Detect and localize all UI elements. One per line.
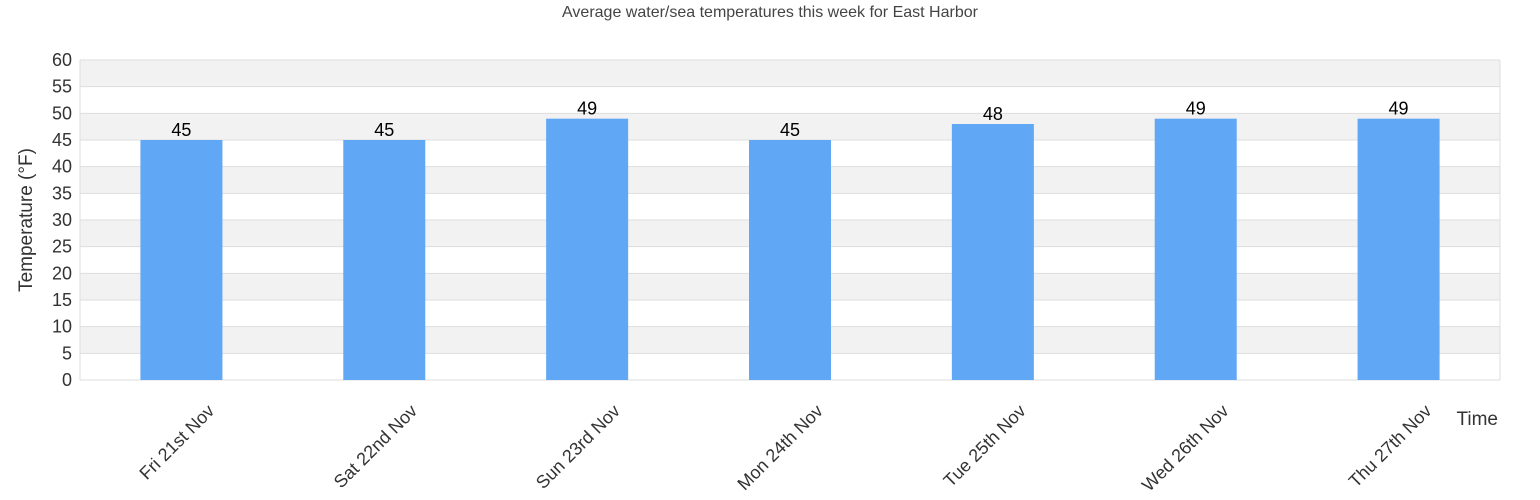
x-tick-label: Sun 23rd Nov — [532, 401, 624, 493]
y-tick-label: 25 — [52, 237, 72, 257]
data-label: 49 — [1389, 99, 1409, 119]
bar — [951, 124, 1034, 380]
y-axis-title: Temperature (°F) — [16, 148, 37, 292]
data-label: 49 — [1186, 99, 1206, 119]
bars — [140, 118, 1440, 381]
y-tick-label: 55 — [52, 77, 72, 97]
bar — [1357, 118, 1440, 381]
y-tick-label: 15 — [52, 290, 72, 310]
y-tick-label: 40 — [52, 157, 72, 177]
bar — [749, 140, 831, 380]
x-tick-label: Mon 24th Nov — [733, 401, 826, 494]
y-tick-label: 0 — [62, 370, 72, 390]
x-tick-label: Sat 22nd Nov — [330, 401, 421, 492]
bar — [1154, 118, 1237, 381]
y-axis-ticks: 0 5 10 15 20 25 30 35 40 45 50 55 60 — [52, 50, 72, 390]
data-label: 49 — [577, 99, 597, 119]
bar — [546, 118, 629, 381]
y-tick-label: 50 — [52, 103, 72, 123]
bar — [140, 140, 223, 380]
bar — [343, 140, 426, 380]
y-tick-label: 20 — [52, 263, 72, 283]
y-tick-label: 5 — [62, 343, 72, 363]
data-label: 48 — [983, 104, 1003, 124]
data-label: 45 — [171, 120, 191, 140]
y-tick-label: 60 — [52, 50, 72, 70]
y-tick-label: 45 — [52, 130, 72, 150]
x-tick-label: Thu 27th Nov — [1345, 401, 1436, 492]
data-label: 45 — [374, 120, 394, 140]
grid-band — [80, 60, 1500, 87]
x-tick-label: Fri 21st Nov — [136, 401, 219, 484]
y-tick-label: 35 — [52, 183, 72, 203]
x-axis-ticks: Fri 21st Nov Sat 22nd Nov Sun 23rd Nov Mon … — [136, 401, 1436, 496]
y-tick-label: 30 — [52, 210, 72, 230]
x-tick-label: Tue 25th Nov — [940, 401, 1030, 491]
grid-band — [80, 86, 1500, 114]
x-axis-title: Time — [1456, 409, 1498, 430]
data-labels: 45 45 49 45 48 49 49 — [171, 99, 1408, 140]
data-label: 45 — [780, 120, 800, 140]
x-tick-label: Wed 26th Nov — [1138, 401, 1233, 496]
gridlines — [79, 59, 1501, 381]
chart-title: Average water/sea temperatures this week… — [562, 4, 979, 21]
grid-band — [80, 113, 1500, 140]
y-tick-label: 10 — [52, 317, 72, 337]
